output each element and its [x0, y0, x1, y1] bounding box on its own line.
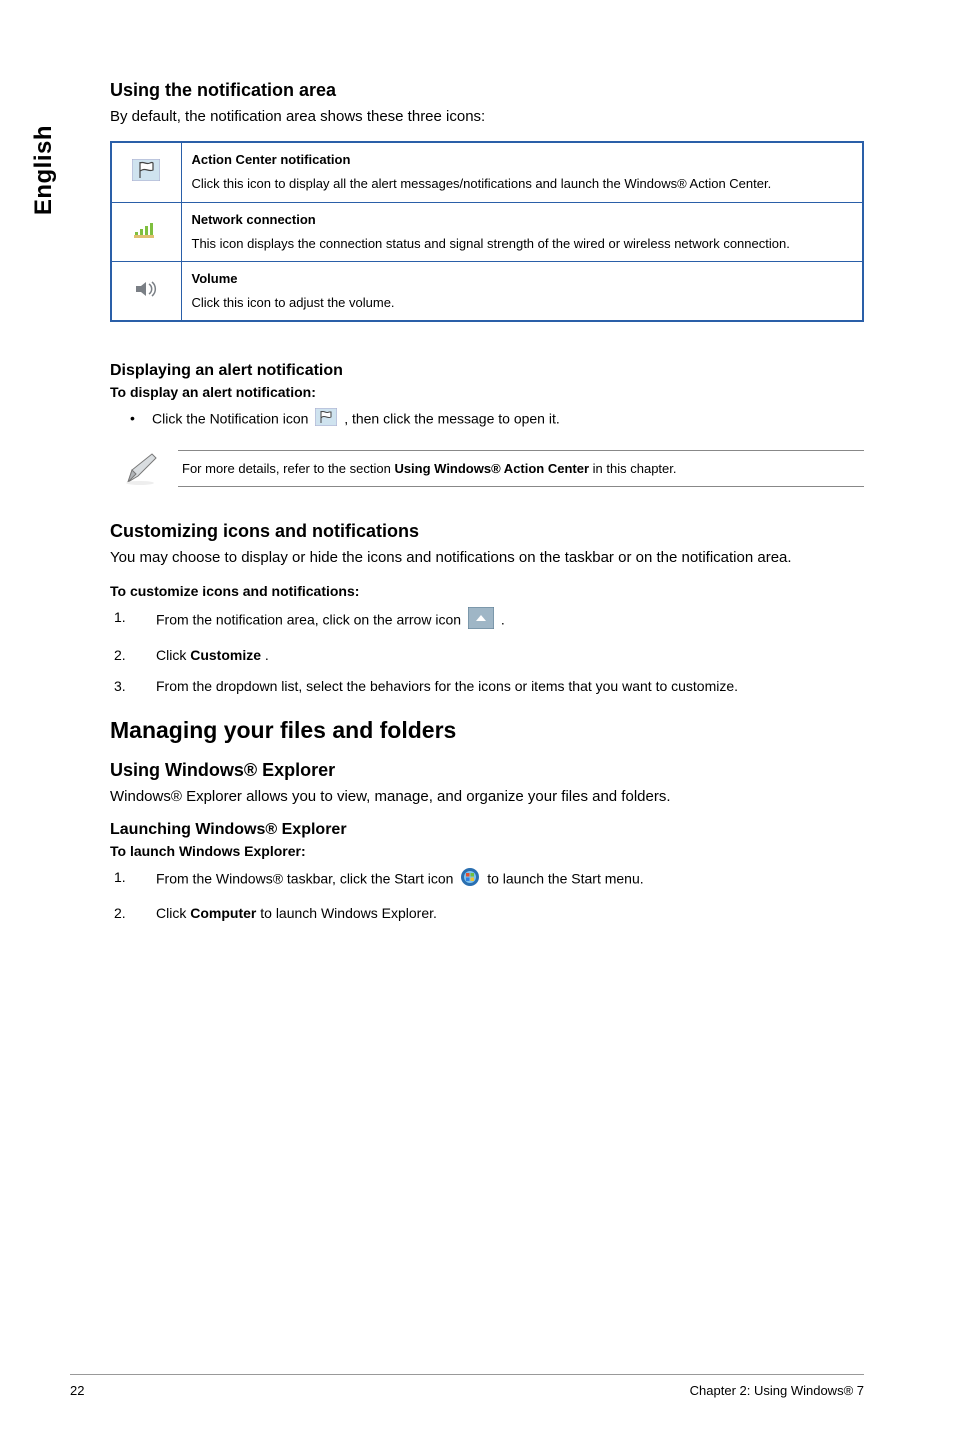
network-signal-icon — [132, 218, 160, 240]
table-row: Network connection This icon displays th… — [111, 202, 863, 261]
note-text: For more details, refer to the section U… — [178, 450, 864, 487]
heading-displaying-alert: Displaying an alert notification — [110, 362, 864, 380]
list-item: Click the Notification icon , then click… — [130, 408, 864, 432]
alert-steps: Click the Notification icon , then click… — [110, 408, 864, 432]
volume-speaker-icon — [132, 278, 160, 300]
row-desc: This icon displays the connection status… — [192, 236, 790, 251]
tray-arrow-icon — [468, 607, 494, 635]
list-item: From the dropdown list, select the behav… — [110, 676, 864, 697]
bullet-text-a: Click the Notification icon — [152, 411, 312, 427]
bullet-text-b: , then click the message to open it. — [344, 411, 560, 427]
step-text: From the dropdown list, select the behav… — [156, 678, 738, 694]
row-title: Network connection — [192, 211, 853, 229]
note-pre: For more details, refer to the section — [182, 461, 394, 476]
action-center-flag-icon — [132, 159, 160, 181]
list-item: From the Windows® taskbar, click the Sta… — [110, 867, 864, 893]
pencil-note-icon — [122, 448, 162, 493]
list-item: From the notification area, click on the… — [110, 607, 864, 635]
icon-cell — [111, 262, 181, 322]
icon-cell — [111, 142, 181, 202]
start-orb-icon — [460, 867, 480, 893]
step-bold: Customize — [190, 647, 261, 663]
page-footer: 22 Chapter 2: Using Windows® 7 — [70, 1374, 864, 1398]
customize-steps: From the notification area, click on the… — [110, 607, 864, 697]
table-row: Action Center notification Click this ic… — [111, 142, 863, 202]
page-number: 22 — [70, 1383, 84, 1398]
launch-explorer-steps: From the Windows® taskbar, click the Sta… — [110, 867, 864, 924]
custom-intro: You may choose to display or hide the ic… — [110, 548, 864, 568]
row-desc: Click this icon to display all the alert… — [192, 176, 772, 191]
step-text-a: From the Windows® taskbar, click the Sta… — [156, 871, 457, 887]
language-side-tab: English — [30, 125, 58, 215]
note-block: For more details, refer to the section U… — [110, 450, 864, 493]
explorer-intro: Windows® Explorer allows you to view, ma… — [110, 787, 864, 807]
table-row: Volume Click this icon to adjust the vol… — [111, 262, 863, 322]
list-item: Click Computer to launch Windows Explore… — [110, 903, 864, 924]
heading-using-explorer: Using Windows® Explorer — [110, 760, 864, 781]
section-title-customizing: Customizing icons and notifications — [110, 521, 864, 542]
subheading-customize: To customize icons and notifications: — [110, 583, 864, 599]
row-title: Action Center notification — [192, 151, 853, 169]
note-post: in this chapter. — [593, 461, 677, 476]
step-text-b: . — [501, 611, 505, 627]
notification-icons-table: Action Center notification Click this ic… — [110, 141, 864, 322]
icon-description: Action Center notification Click this ic… — [181, 142, 863, 202]
row-desc: Click this icon to adjust the volume. — [192, 295, 395, 310]
section-intro: By default, the notification area shows … — [110, 107, 864, 127]
subheading-display-alert: To display an alert notification: — [110, 384, 864, 400]
section-title-managing: Managing your files and folders — [110, 717, 864, 744]
icon-description: Network connection This icon displays th… — [181, 202, 863, 261]
row-title: Volume — [192, 270, 853, 288]
step-text-b: to launch Windows Explorer. — [260, 905, 437, 921]
step-text-a: Click — [156, 647, 190, 663]
step-text-b: . — [265, 647, 269, 663]
note-bold: Using Windows® Action Center — [394, 461, 589, 476]
step-bold: Computer — [190, 905, 256, 921]
subheading-launch-explorer: To launch Windows Explorer: — [110, 843, 864, 859]
list-item: Click Customize . — [110, 645, 864, 666]
step-text-a: Click — [156, 905, 190, 921]
icon-cell — [111, 202, 181, 261]
icon-description: Volume Click this icon to adjust the vol… — [181, 262, 863, 322]
chapter-label: Chapter 2: Using Windows® 7 — [690, 1383, 864, 1398]
page-content: Using the notification area By default, … — [110, 80, 864, 924]
step-text-b: to launch the Start menu. — [487, 871, 643, 887]
section-title-notification-area: Using the notification area — [110, 80, 864, 101]
notification-flag-icon — [315, 408, 337, 432]
heading-launching-explorer: Launching Windows® Explorer — [110, 821, 864, 839]
step-text-a: From the notification area, click on the… — [156, 611, 465, 627]
